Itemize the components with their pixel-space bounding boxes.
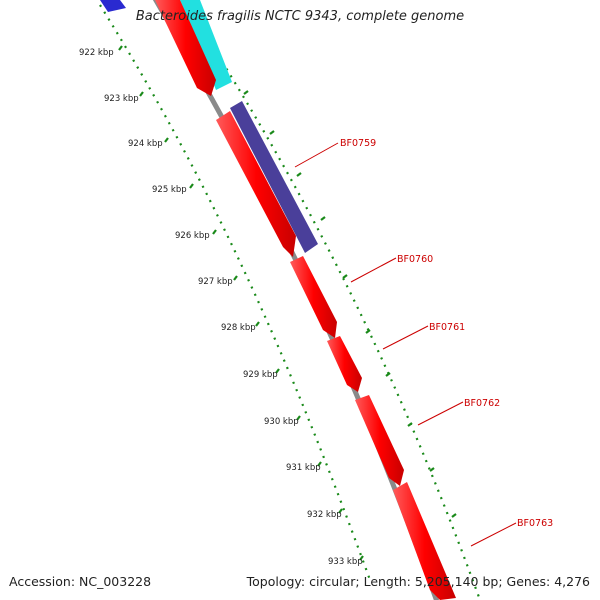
accession-text: Accession: NC_003228 — [9, 574, 152, 589]
ruler-label-924: 924 kbp — [128, 139, 163, 149]
ruler-major-ticks — [118, 45, 364, 561]
topology-text: Topology: circular; Length: 5,205,140 bp… — [246, 574, 590, 589]
gene-purple[interactable] — [230, 101, 318, 253]
map-title: Bacteroides fragilis NCTC 9343, complete… — [135, 9, 465, 24]
gene-blue-partial[interactable] — [100, 0, 126, 12]
gene-red-5[interactable] — [393, 482, 456, 600]
outer-major-ticks — [243, 90, 457, 518]
gene-labels: BF0759 BF0760 BF0761 BF0762 BF0763 — [340, 138, 553, 529]
ruler-label-931: 931 kbp — [286, 463, 321, 473]
ruler-label-926: 926 kbp — [175, 231, 210, 241]
ruler-label-927: 927 kbp — [198, 277, 233, 287]
ruler-labels: 922 kbp 923 kbp 924 kbp 925 kbp 926 kbp … — [79, 48, 363, 567]
ruler-label-929: 929 kbp — [243, 370, 278, 380]
gene-label-bf0763[interactable]: BF0763 — [517, 518, 553, 529]
ruler-label-922: 922 kbp — [79, 48, 114, 58]
gene-label-bf0762[interactable]: BF0762 — [464, 398, 500, 409]
ruler-label-933: 933 kbp — [328, 557, 363, 567]
ruler-label-928: 928 kbp — [221, 323, 256, 333]
gene-red-4[interactable] — [355, 395, 404, 486]
ruler-label-930: 930 kbp — [264, 417, 299, 427]
ruler-label-925: 925 kbp — [152, 185, 187, 195]
outer-dotted-line — [217, 54, 482, 600]
ruler-dotted-line — [99, 4, 372, 581]
gene-cyan[interactable] — [180, 0, 232, 90]
genome-backbone — [152, 0, 440, 600]
gene-label-bf0760[interactable]: BF0760 — [397, 254, 433, 265]
ruler-label-923: 923 kbp — [104, 94, 139, 104]
gene-red-2[interactable] — [290, 256, 337, 338]
gene-label-bf0759[interactable]: BF0759 — [340, 138, 376, 149]
gene-leaders — [294, 142, 517, 547]
gene-red-3[interactable] — [327, 336, 362, 392]
gene-red-1[interactable] — [216, 111, 296, 257]
gene-label-bf0761[interactable]: BF0761 — [429, 322, 465, 333]
gene-red-top[interactable] — [155, 0, 216, 96]
ruler-label-932: 932 kbp — [307, 510, 342, 520]
